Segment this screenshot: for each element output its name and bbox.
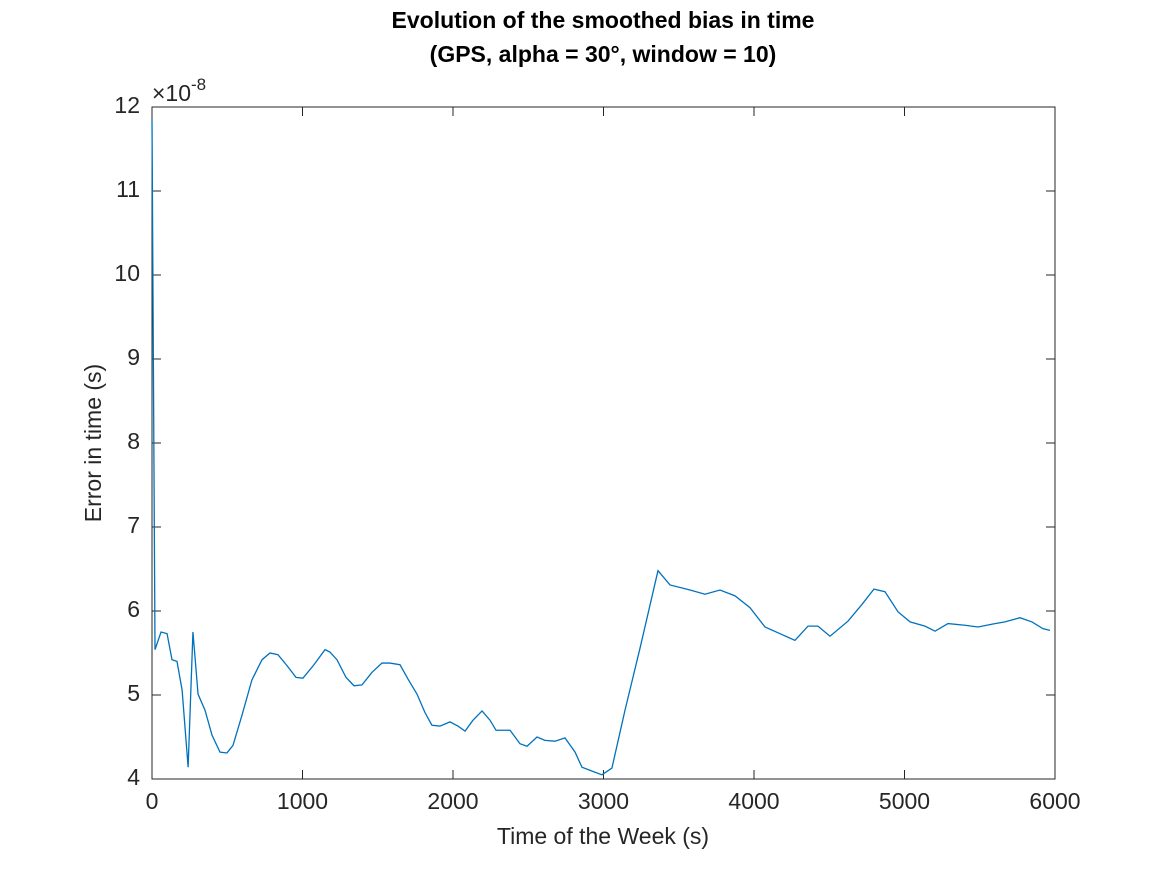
y-axis-label: Error in time (s)	[80, 364, 106, 522]
y-tick-label: 8	[127, 428, 140, 454]
y-exponent: ×10-8	[152, 75, 206, 106]
x-tick-label: 0	[146, 788, 159, 814]
x-tick-label: 1000	[277, 788, 328, 814]
y-tick-label: 4	[127, 764, 140, 790]
exponent-power: -8	[191, 75, 206, 94]
y-tick-label: 5	[127, 680, 140, 706]
chart-title: Evolution of the smoothed bias in time	[392, 7, 815, 33]
plot-frame	[151, 106, 1056, 780]
exponent-base: ×10	[152, 80, 191, 106]
x-tick-label: 3000	[578, 788, 629, 814]
x-tick-label: 6000	[1029, 788, 1080, 814]
x-axis-label: Time of the Week (s)	[497, 823, 709, 849]
line-series	[151, 119, 1051, 776]
y-tick-label: 6	[127, 596, 140, 622]
y-tick-label: 9	[127, 344, 140, 370]
y-tick-label: 10	[114, 260, 140, 286]
chart-subtitle: (GPS, alpha = 30°, window = 10)	[430, 41, 777, 67]
y-tick-label: 7	[127, 512, 140, 538]
y-tick-label: 11	[116, 176, 140, 202]
x-tick-label: 2000	[427, 788, 478, 814]
x-tick-label: 5000	[879, 788, 930, 814]
x-tick-label: 4000	[728, 788, 779, 814]
y-tick-label: 12	[114, 92, 140, 118]
